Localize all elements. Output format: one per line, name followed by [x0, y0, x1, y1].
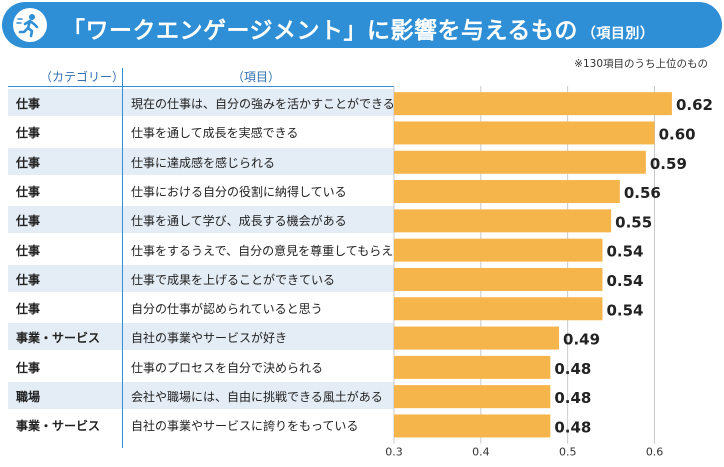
- row-item: 現在の仕事は、自分の強みを活かすことができる: [131, 97, 395, 111]
- table-row: 仕事 仕事に達成感を感じられる: [8, 147, 394, 175]
- running-person-icon: [13, 8, 47, 42]
- item-column-header: （項目）: [232, 70, 281, 84]
- bar: [394, 180, 620, 204]
- page-title: 「ワークエンゲージメント」に影響を与えるもの （項目別）: [62, 11, 654, 45]
- row-category: 仕事: [16, 243, 41, 258]
- x-tick-label: 0.4: [472, 446, 490, 459]
- bar-value-label: 0.59: [650, 155, 687, 173]
- row-item: 仕事における自分の役割に納得している: [131, 184, 347, 199]
- bar-value-label: 0.49: [563, 331, 600, 349]
- bar: [394, 326, 560, 350]
- bar: [394, 414, 551, 438]
- x-tick-label: 0.3: [385, 446, 403, 459]
- bar-value-label: 0.48: [554, 360, 591, 378]
- header-divider: [8, 86, 394, 87]
- title-banner: 「ワークエンゲージメント」に影響を与えるもの （項目別）: [2, 2, 722, 48]
- table-row: 仕事 仕事を通して成長を実感できる: [8, 118, 394, 145]
- bar: [394, 267, 603, 291]
- row-category: 事業・サービス: [16, 331, 101, 346]
- bar-value-label: 0.54: [606, 301, 643, 319]
- bar-value-label: 0.56: [624, 184, 661, 202]
- table-row: 仕事 仕事における自分の役割に納得している: [8, 177, 394, 204]
- row-item: 仕事に達成感を感じられる: [131, 155, 276, 170]
- bar-value-label: 0.48: [554, 418, 591, 436]
- row-category: 事業・サービス: [16, 419, 101, 434]
- bar: [394, 121, 655, 145]
- row-category: 仕事: [16, 126, 41, 141]
- category-column-header: （カテゴリー）: [40, 70, 125, 84]
- bar: [394, 297, 603, 321]
- bar-value-label: 0.62: [676, 96, 713, 114]
- table-row: 事業・サービス 自社の事業やサービスに誇りをもっている: [8, 411, 394, 438]
- table-row: 仕事 自分の仕事が認められていると思う: [8, 294, 394, 321]
- table-row: 仕事 仕事をするうえで、自分の意見を尊重してもらえる: [8, 236, 405, 263]
- row-item: 仕事で成果を上げることができている: [131, 272, 336, 287]
- footnote: ※130項目のうち上位のもの: [574, 58, 708, 70]
- bar: [394, 355, 551, 379]
- bar: [394, 209, 612, 233]
- row-item: 仕事を通して学び、成長する機会がある: [131, 214, 347, 229]
- row-item: 自分の仕事が認められていると思う: [131, 302, 323, 317]
- row-item: 会社や職場には、自由に挑戦できる風土がある: [131, 390, 383, 404]
- row-item: 仕事を通して成長を実感できる: [131, 126, 299, 141]
- row-category: 仕事: [16, 155, 41, 170]
- row-category: 仕事: [16, 184, 41, 199]
- bar: [394, 238, 603, 262]
- row-category: 職場: [16, 390, 41, 404]
- row-category: 仕事: [16, 97, 41, 111]
- bar: [394, 150, 646, 174]
- table-row: 仕事 仕事で成果を上げることができている: [8, 264, 394, 292]
- x-tick-label: 0.6: [646, 446, 664, 459]
- table-row: 事業・サービス 自社の事業やサービスが好き: [8, 323, 394, 351]
- row-item: 仕事をするうえで、自分の意見を尊重してもらえる: [131, 243, 405, 258]
- bar-value-label: 0.55: [615, 213, 652, 231]
- row-item: 自社の事業やサービスに誇りをもっている: [131, 419, 359, 434]
- row-item: 自社の事業やサービスが好き: [131, 331, 288, 346]
- title-text: 「ワークエンゲージメント」に影響を与えるもの: [62, 18, 578, 44]
- row-category: 仕事: [16, 360, 41, 375]
- bar: [394, 385, 551, 409]
- x-tick-label: 0.5: [559, 446, 577, 459]
- column-divider: [122, 68, 123, 448]
- bar: [394, 92, 672, 116]
- title-subtitle: （項目別）: [581, 26, 655, 42]
- row-category: 仕事: [16, 214, 41, 229]
- bar-value-label: 0.48: [554, 389, 591, 407]
- table-row: 仕事 仕事のプロセスを自分で決められる: [8, 353, 394, 380]
- bar-value-label: 0.60: [659, 125, 696, 143]
- row-category: 仕事: [16, 302, 41, 317]
- bar-value-label: 0.54: [606, 243, 643, 261]
- row-item: 仕事のプロセスを自分で決められる: [131, 360, 324, 375]
- row-category: 仕事: [16, 272, 41, 287]
- bar-value-label: 0.54: [606, 272, 643, 290]
- table-row: 仕事 現在の仕事は、自分の強みを活かすことができる: [8, 89, 395, 116]
- table-row: 職場 会社や職場には、自由に挑戦できる風土がある: [8, 382, 394, 409]
- table-row: 仕事 仕事を通して学び、成長する機会がある: [8, 206, 394, 234]
